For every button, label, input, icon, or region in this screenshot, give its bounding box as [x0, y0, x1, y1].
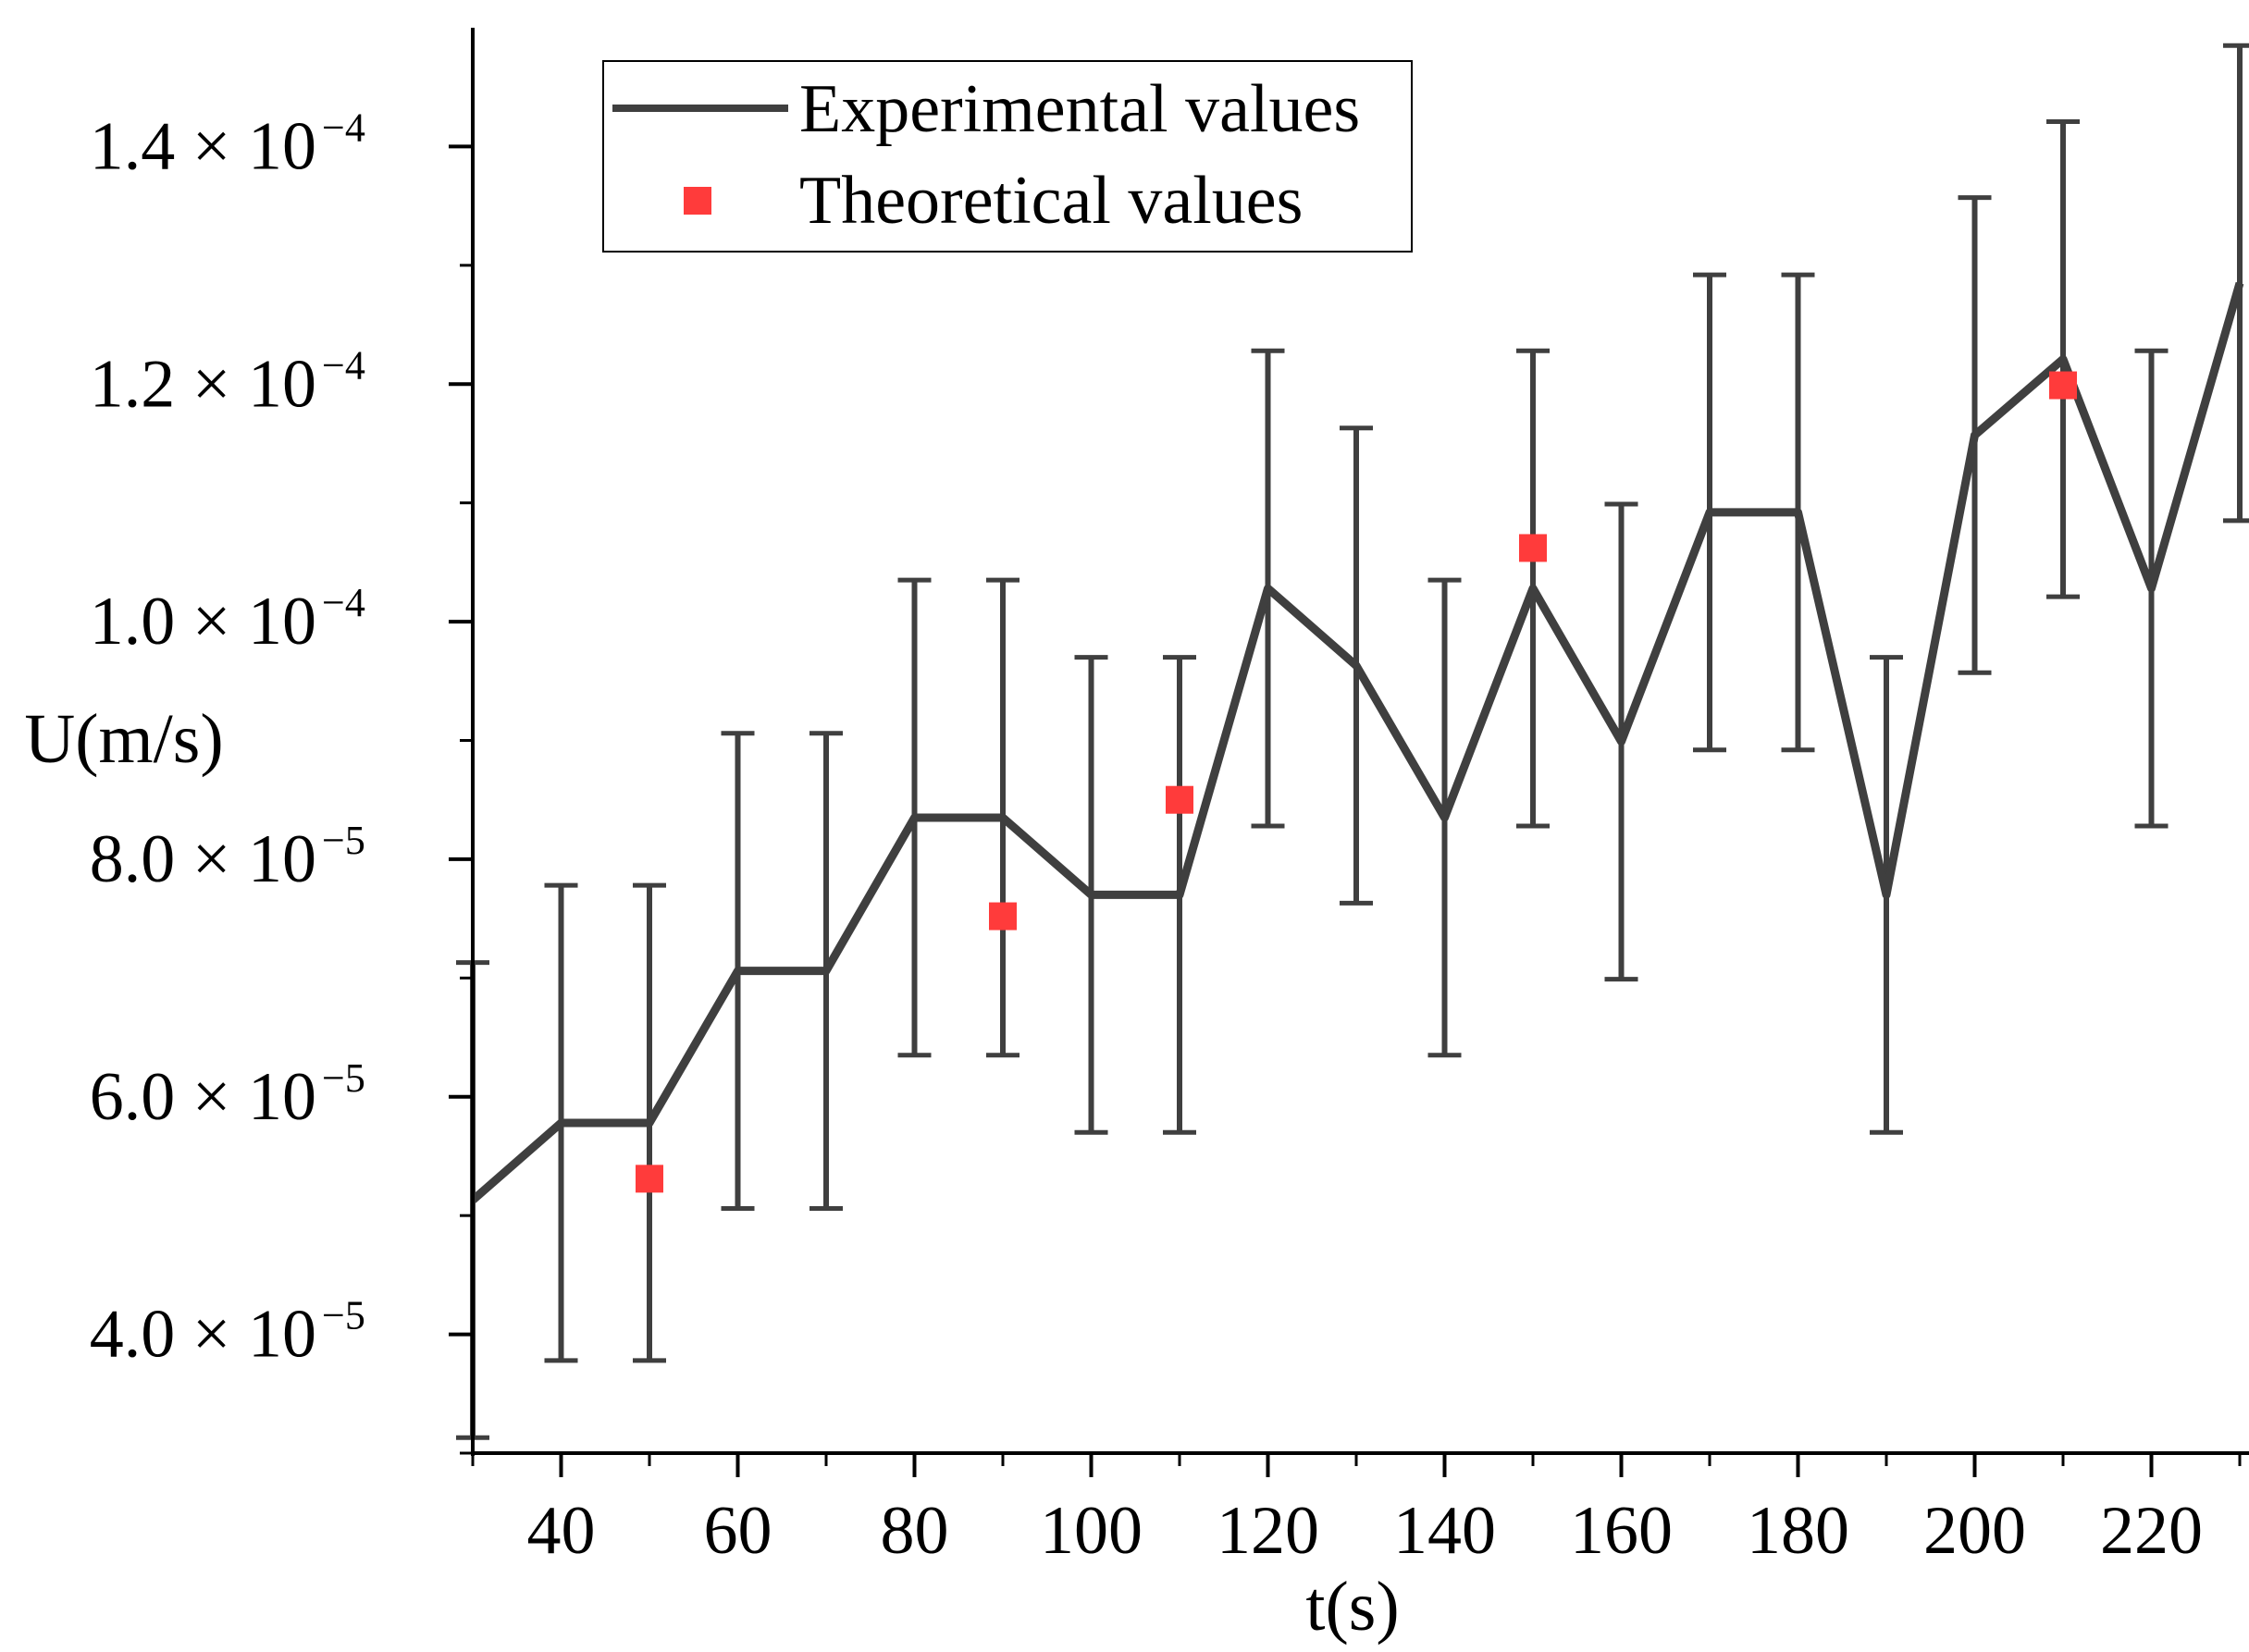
x-tick-label: 140	[1393, 1493, 1496, 1569]
y-tick-label: 4.0 × 10	[90, 1297, 316, 1373]
y-tick-label: 1.4 × 10	[90, 108, 316, 184]
theoretical-series	[636, 371, 2077, 1193]
theoretical-point	[636, 1165, 663, 1193]
y-tick-exponent: −5	[322, 1055, 365, 1101]
x-tick-label: 200	[1923, 1493, 2026, 1569]
experimental-line	[470, 281, 2244, 1203]
y-tick-exponent: −4	[322, 580, 365, 625]
y-tick-exponent: −4	[322, 342, 365, 388]
legend-label-experimental: Experimental values	[799, 71, 1360, 147]
x-tick-label: 80	[881, 1493, 949, 1569]
legend-box	[602, 60, 1413, 253]
y-tick-exponent: −5	[322, 818, 365, 863]
y-tick-exponent: −4	[322, 105, 365, 150]
legend-label-theoretical: Theoretical values	[799, 163, 1303, 239]
x-tick-label: 160	[1570, 1493, 1673, 1569]
experimental-series	[470, 281, 2244, 1203]
legend: Experimental values Theoretical values	[602, 60, 1413, 253]
y-tick-label: 1.0 × 10	[90, 584, 316, 660]
x-tick-label: 40	[527, 1493, 596, 1569]
y-tick-label: 8.0 × 10	[90, 821, 316, 897]
x-tick-label: 180	[1747, 1493, 1849, 1569]
x-axis-title: t(s)	[1305, 1568, 1399, 1646]
legend-square-swatch	[684, 187, 711, 215]
y-tick-label: 1.2 × 10	[90, 346, 316, 422]
x-tick-label: 220	[2100, 1493, 2203, 1569]
x-tick-label: 120	[1217, 1493, 1319, 1569]
y-tick-label: 6.0 × 10	[90, 1059, 316, 1135]
theoretical-point	[989, 902, 1017, 931]
y-tick-exponent: −5	[322, 1293, 365, 1338]
theoretical-point	[1519, 534, 1547, 562]
x-tick-label: 60	[704, 1493, 772, 1569]
theoretical-point	[1166, 785, 1193, 814]
y-axis-title: U(m/s)	[24, 700, 223, 778]
x-tick-label: 100	[1040, 1493, 1143, 1569]
error-bars	[456, 43, 2249, 1440]
theoretical-point	[2049, 371, 2077, 400]
